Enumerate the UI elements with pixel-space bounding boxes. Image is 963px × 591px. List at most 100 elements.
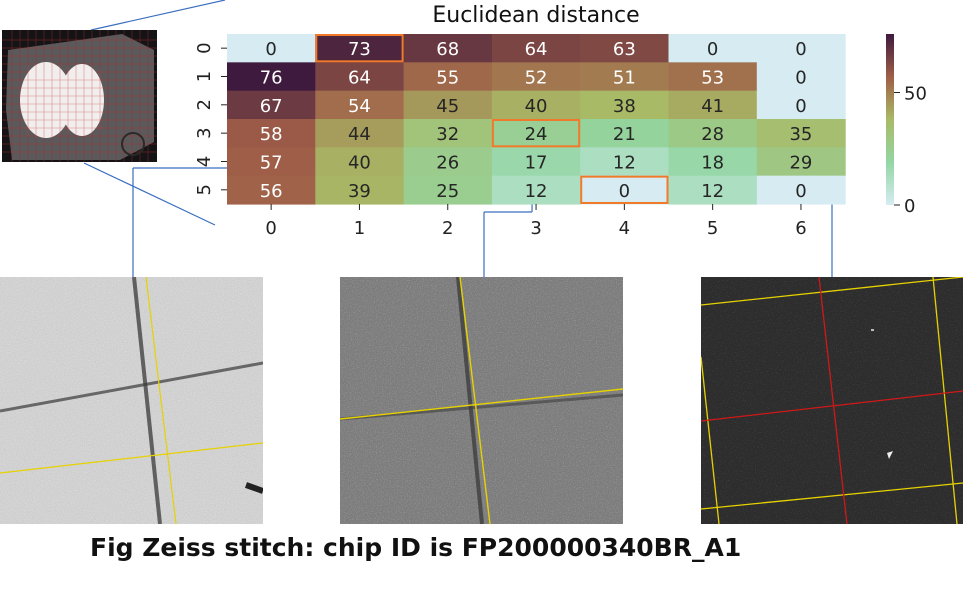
highlight-box xyxy=(315,34,404,63)
cell-value-label: 44 xyxy=(348,124,371,145)
y-axis: 0 1 2 3 4 5 xyxy=(194,42,227,196)
cell-value-label: 12 xyxy=(701,181,724,202)
heatmap-cell xyxy=(580,175,670,205)
heatmap-cell xyxy=(315,90,405,120)
heatmap-cell xyxy=(491,118,581,148)
heatmap-cell xyxy=(756,90,846,120)
cell-value-label: 0 xyxy=(265,39,276,60)
chip-thumbnail xyxy=(2,30,157,162)
heatmap-cell xyxy=(668,34,758,63)
cell-value-label: 67 xyxy=(260,96,283,117)
cell-value-label: 39 xyxy=(348,181,371,202)
cell-value-label: 64 xyxy=(525,39,548,60)
cell-value-label: 26 xyxy=(436,152,459,173)
cell-value-label: 17 xyxy=(525,152,548,173)
cell-value-label: 51 xyxy=(613,67,636,88)
heatmap-cell xyxy=(227,175,316,205)
cell-value-label: 25 xyxy=(436,181,459,202)
cell-value-label: 63 xyxy=(613,39,636,60)
micrograph-cell-5-4 xyxy=(701,277,963,524)
cell-value-label: 54 xyxy=(348,96,371,117)
figure-caption: Fig Zeiss stitch: chip ID is FP200000340… xyxy=(90,533,742,562)
heatmap-cell xyxy=(227,34,316,63)
cell-value-label: 55 xyxy=(436,67,459,88)
heatmap-cell xyxy=(315,118,405,148)
y-tick-label: 5 xyxy=(194,184,215,195)
x-tick-label: 0 xyxy=(265,218,276,239)
colorbar: 0 50 xyxy=(886,34,927,217)
heatmap-cell xyxy=(580,118,670,148)
heatmap-cell xyxy=(403,175,493,205)
micrograph-cell-0-1 xyxy=(0,277,263,524)
heatmap-cell xyxy=(580,34,670,63)
cell-value-label: 0 xyxy=(707,39,718,60)
cell-value-label: 52 xyxy=(525,67,548,88)
heatmap-cell xyxy=(403,90,493,120)
colorbar-gradient xyxy=(886,34,894,205)
heatmap-cell xyxy=(403,147,493,177)
heatmap-cell xyxy=(403,34,493,63)
cell-value-label: 0 xyxy=(795,181,806,202)
cell-value-label: 32 xyxy=(436,124,459,145)
x-tick-label: 6 xyxy=(795,218,806,239)
x-tick-label: 3 xyxy=(530,218,541,239)
cell-value-label: 53 xyxy=(701,67,724,88)
y-tick-label: 0 xyxy=(194,42,215,53)
x-tick-label: 4 xyxy=(619,218,630,239)
cell-value-label: 18 xyxy=(701,152,724,173)
cell-value-label: 28 xyxy=(701,124,724,145)
heatmap-cell xyxy=(668,90,758,120)
heatmap-cell xyxy=(756,34,846,63)
cell-value-label: 56 xyxy=(260,181,283,202)
heatmap-cell xyxy=(491,62,581,92)
cell-value-label: 0 xyxy=(795,96,806,117)
cell-value-label: 76 xyxy=(260,67,283,88)
colorbar-ticks: 0 50 xyxy=(894,84,927,217)
x-tick-label: 2 xyxy=(442,218,453,239)
cell-value-label: 0 xyxy=(619,181,630,202)
heatmap-cell xyxy=(491,90,581,120)
cell-value-label: 12 xyxy=(613,152,636,173)
colorbar-tick-label: 0 xyxy=(904,196,915,217)
x-tick-label: 1 xyxy=(354,218,365,239)
heatmap-cell xyxy=(315,62,405,92)
cell-value-label: 24 xyxy=(525,124,548,145)
cell-value-label: 41 xyxy=(701,96,724,117)
cell-value-label: 29 xyxy=(789,152,812,173)
heatmap-cell xyxy=(756,175,846,205)
heatmap: Euclidean distance 0 73 68 64 63 0 076 64 55 52 51… xyxy=(194,3,846,239)
heatmap-cell xyxy=(668,175,758,205)
y-tick-label: 4 xyxy=(194,156,215,167)
cell-value-label: 68 xyxy=(436,39,459,60)
cell-value-label: 45 xyxy=(436,96,459,117)
heatmap-cell xyxy=(580,62,670,92)
cell-value-label: 0 xyxy=(795,39,806,60)
heatmap-cell xyxy=(491,34,581,63)
heatmap-cells xyxy=(227,34,846,205)
y-tick-label: 1 xyxy=(194,71,215,82)
cell-value-label: 73 xyxy=(348,39,371,60)
x-axis: 0 1 2 3 4 5 6 xyxy=(265,203,807,239)
highlight-box xyxy=(491,118,581,148)
cell-value-label: 38 xyxy=(613,96,636,117)
heatmap-cell xyxy=(668,118,758,148)
highlight-box xyxy=(580,175,669,204)
heatmap-cell xyxy=(403,62,493,92)
connector-line xyxy=(83,162,216,226)
heatmap-cell xyxy=(315,34,405,63)
heatmap-cell xyxy=(756,118,846,148)
cell-value-label: 58 xyxy=(260,124,283,145)
colorbar-tick-label: 50 xyxy=(904,84,927,105)
micrograph-cell-3-3 xyxy=(340,277,623,524)
heatmap-cell xyxy=(227,147,316,177)
heatmap-cell xyxy=(227,90,316,120)
cell-value-label: 12 xyxy=(525,181,548,202)
cell-value-label: 40 xyxy=(348,152,371,173)
cell-value-label: 21 xyxy=(613,124,636,145)
heatmap-cell xyxy=(315,175,405,205)
heatmap-cell xyxy=(668,147,758,177)
highlight-boxes xyxy=(315,34,669,204)
heatmap-cell-labels: 0 73 68 64 63 0 0 76 64 55 52 51 53 0 67 54 45 40 38 41 0 58 4… xyxy=(260,39,813,202)
cell-value-label: 40 xyxy=(525,96,548,117)
